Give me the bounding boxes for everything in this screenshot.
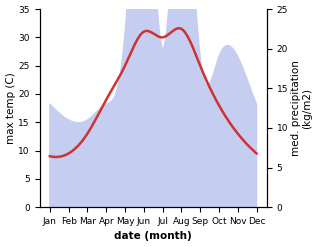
- X-axis label: date (month): date (month): [114, 231, 192, 242]
- Y-axis label: max temp (C): max temp (C): [5, 72, 16, 144]
- Y-axis label: med. precipitation
(kg/m2): med. precipitation (kg/m2): [291, 60, 313, 156]
